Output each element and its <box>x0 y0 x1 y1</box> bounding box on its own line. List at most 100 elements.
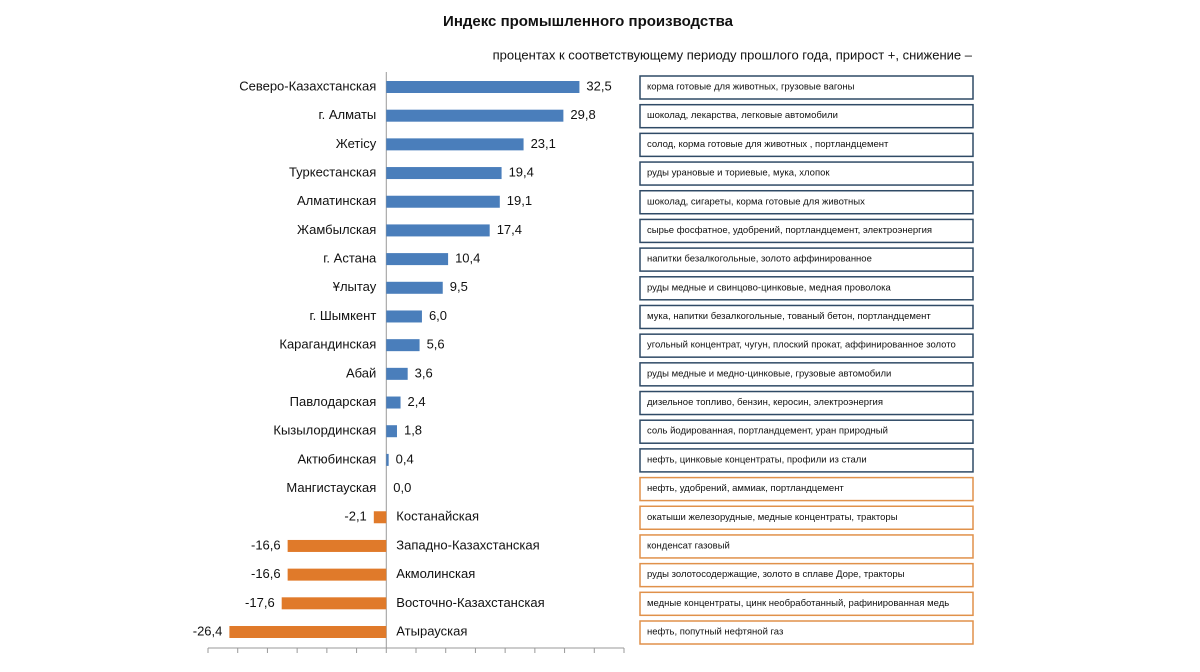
value-label: 10,4 <box>455 251 480 266</box>
value-label: 19,1 <box>507 193 532 208</box>
category-label: Абай <box>346 365 376 380</box>
bar <box>386 367 408 380</box>
note-text: руды медные и медно-цинковые, грузовые а… <box>647 368 891 379</box>
note-text: нефть, цинковые концентраты, профили из … <box>647 454 867 465</box>
category-label: Туркестанская <box>289 164 376 179</box>
note-text: нефть, удобрений, аммиак, портландцемент <box>647 483 844 494</box>
category-label: г. Астана <box>323 251 377 266</box>
value-label: -16,6 <box>251 537 281 552</box>
value-label: 3,6 <box>415 365 433 380</box>
value-label: -26,4 <box>193 623 223 638</box>
value-label: 23,1 <box>531 136 556 151</box>
bar <box>386 195 500 208</box>
note-text: медные концентраты, цинк необработанный,… <box>647 598 949 609</box>
bar <box>386 425 397 438</box>
note-box <box>639 218 974 244</box>
bar <box>386 453 389 466</box>
note-box <box>639 247 974 272</box>
bar <box>386 253 449 266</box>
category-label: г. Шымкент <box>310 308 377 323</box>
note-box <box>639 161 974 186</box>
value-label: -16,6 <box>251 566 281 581</box>
category-label: Северо-Казахстанская <box>239 78 376 93</box>
note-box <box>639 390 974 416</box>
value-label: 19,4 <box>509 164 534 179</box>
category-label: Западно-Казахстанская <box>396 537 539 552</box>
chart-subtitle: процентах к соответствующему периоду про… <box>493 47 973 62</box>
category-label: Костанайская <box>396 509 479 524</box>
value-label: 9,5 <box>450 279 468 294</box>
note-text: окатыши железорудные, медные концентраты… <box>647 512 898 523</box>
category-label: г. Алматы <box>318 107 376 122</box>
value-label: 6,0 <box>429 308 447 323</box>
category-label: Жамбылская <box>297 222 376 237</box>
note-text: напитки безалкогольные, золото аффиниров… <box>647 254 872 265</box>
note-box <box>639 276 974 301</box>
note-text: руды урановые и ториевые, мука, хлопок <box>647 168 830 179</box>
category-label: Жетісу <box>336 136 377 151</box>
note-text: конденсат газовый <box>647 540 730 551</box>
value-label: 0,0 <box>393 480 411 495</box>
bar <box>229 626 387 638</box>
bar <box>287 568 387 581</box>
value-label: 1,8 <box>404 423 422 438</box>
value-label: 5,6 <box>427 337 445 352</box>
note-text: мука, напитки безалкогольные, тованый бе… <box>647 311 931 322</box>
note-text: соль йодированная, портландцемент, уран … <box>647 426 888 437</box>
bar <box>386 339 420 352</box>
note-box <box>639 103 974 129</box>
bar <box>386 224 490 237</box>
note-text: дизельное топливо, бензин, керосин, элек… <box>647 397 883 408</box>
bar <box>386 167 502 180</box>
category-label: Алматинская <box>297 193 376 208</box>
note-text: нефть, попутный нефтяной газ <box>647 627 783 638</box>
category-label: Восточно-Казахстанская <box>396 595 544 610</box>
note-box <box>639 505 974 531</box>
category-label: Акмолинская <box>396 566 475 581</box>
bar <box>386 396 401 409</box>
chart-title: Индекс промышленного производства <box>443 13 734 30</box>
category-label: Атырауская <box>396 623 467 638</box>
category-label: Карагандинская <box>279 337 376 352</box>
bar <box>386 109 564 122</box>
note-box <box>639 75 974 100</box>
note-text: угольный концентрат, чугун, плоский прок… <box>647 340 956 351</box>
note-box <box>639 620 974 645</box>
category-label: Ұлытау <box>333 279 377 294</box>
note-text: шоколад, лекарства, легковые автомобили <box>647 110 838 121</box>
category-label: Мангистауская <box>286 480 376 495</box>
category-label: Павлодарская <box>290 394 377 409</box>
note-text: шоколад, сигареты, корма готовые для жив… <box>647 196 865 207</box>
note-box <box>639 362 974 387</box>
value-label: 0,4 <box>396 451 414 466</box>
category-label: Актюбинская <box>297 451 376 466</box>
bar <box>287 539 387 552</box>
note-box <box>639 419 974 444</box>
value-label: -17,6 <box>245 595 275 610</box>
note-text: руды золотосодержащие, золото в сплаве Д… <box>647 569 905 580</box>
bar <box>386 138 524 151</box>
note-box <box>639 132 974 158</box>
value-label: 2,4 <box>408 394 426 409</box>
value-label: 29,8 <box>570 107 595 122</box>
value-label: -2,1 <box>344 509 366 524</box>
note-box <box>639 591 974 617</box>
note-box <box>639 534 974 559</box>
note-box <box>639 562 974 588</box>
bar <box>386 281 443 294</box>
bar <box>386 310 422 323</box>
note-text: сырье фосфатное, удобрений, портландцеме… <box>647 225 932 236</box>
category-label: Кызылординская <box>273 423 376 438</box>
note-box <box>639 304 974 330</box>
bar <box>281 597 387 610</box>
note-text: солод, корма готовые для животных , порт… <box>647 139 889 150</box>
bar <box>373 511 387 524</box>
value-label: 17,4 <box>497 222 522 237</box>
note-box <box>639 476 974 502</box>
note-box <box>639 333 974 358</box>
bar <box>386 81 580 93</box>
value-label: 32,5 <box>586 78 611 93</box>
note-text: руды медные и свинцово-цинковые, медная … <box>647 282 892 293</box>
note-box <box>639 448 974 473</box>
